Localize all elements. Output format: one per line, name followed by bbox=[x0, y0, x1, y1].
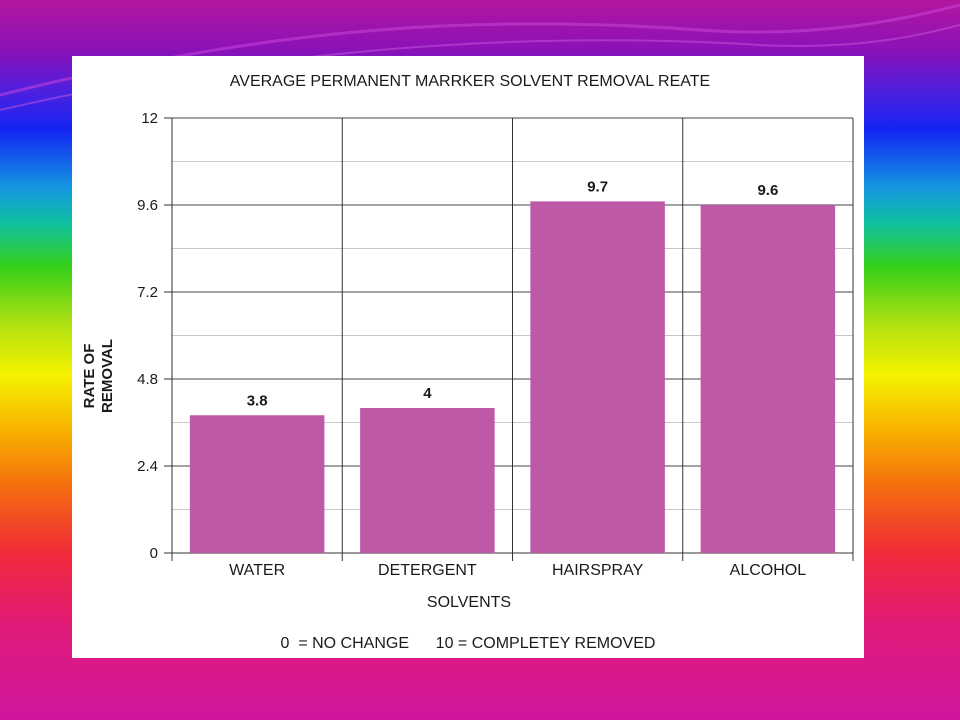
x-tick-label: WATER bbox=[229, 562, 285, 579]
x-axis-label: SOLVENTS bbox=[427, 594, 511, 611]
bars: 3.8 4 9.7 9.6 bbox=[189, 178, 836, 553]
scale-note: 0 = NO CHANGE 10 = COMPLETEY REMOVED bbox=[281, 635, 656, 652]
x-tick-label: HAIRSPRAY bbox=[552, 562, 644, 579]
bar-hairspray bbox=[530, 201, 665, 553]
bar-water bbox=[189, 415, 325, 553]
data-label: 9.7 bbox=[587, 178, 608, 195]
grid bbox=[171, 117, 854, 561]
data-label: 9.6 bbox=[757, 182, 778, 199]
y-tick-label: 12 bbox=[141, 110, 158, 127]
y-tick-label: 0 bbox=[150, 545, 158, 562]
y-tick-label: 9.6 bbox=[137, 197, 158, 214]
chart-title: AVERAGE PERMANENT MARRKER SOLVENT REMOVA… bbox=[230, 73, 710, 90]
x-tick-label: DETERGENT bbox=[378, 562, 477, 579]
y-tick-label: 4.8 bbox=[137, 371, 158, 388]
chart-panel: AVERAGE PERMANENT MARRKER SOLVENT REMOVA… bbox=[72, 56, 864, 658]
bar-alcohol bbox=[700, 205, 836, 553]
axes: 0 2.4 4.8 7.2 9.6 12 WATER DETERGENT HAIRSPRAY AL… bbox=[137, 110, 806, 579]
y-tick-label: 2.4 bbox=[137, 458, 158, 475]
data-label: 4 bbox=[423, 385, 432, 402]
y-tick-label: 7.2 bbox=[137, 284, 158, 301]
bar-detergent bbox=[360, 408, 495, 553]
bar-chart: AVERAGE PERMANENT MARRKER SOLVENT REMOVA… bbox=[81, 73, 854, 652]
x-tick-label: ALCOHOL bbox=[730, 562, 807, 579]
data-label: 3.8 bbox=[247, 392, 268, 409]
y-axis-label-line-2: REMOVAL bbox=[99, 339, 116, 413]
y-axis-label-line-1: RATE OF bbox=[81, 344, 98, 409]
